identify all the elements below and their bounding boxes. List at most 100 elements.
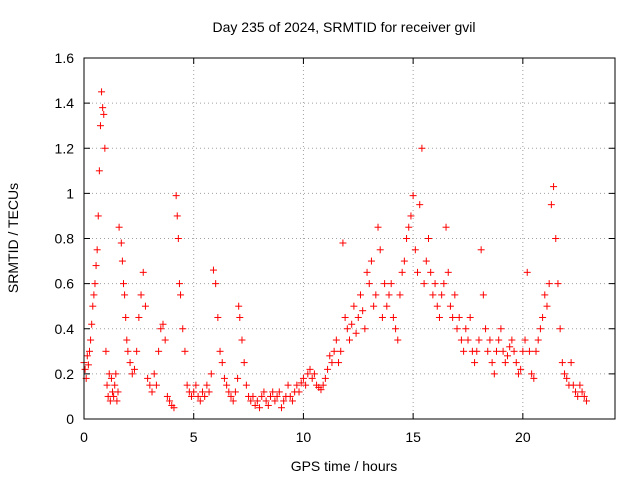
data-point	[214, 313, 222, 321]
data-point	[139, 268, 147, 276]
data-point	[220, 374, 228, 382]
data-point	[541, 291, 549, 299]
data-point	[326, 352, 334, 360]
data-point	[493, 347, 501, 355]
data-point	[346, 336, 353, 344]
data-point	[119, 280, 127, 288]
data-point	[576, 381, 584, 389]
y-tick-label: 0.4	[55, 321, 75, 337]
data-point	[84, 361, 92, 369]
data-point	[536, 325, 544, 333]
data-point	[370, 302, 378, 310]
data-point	[409, 192, 417, 200]
data-point	[482, 325, 490, 333]
data-point	[547, 201, 555, 209]
data-point	[251, 401, 259, 409]
data-point	[519, 347, 527, 355]
data-point	[152, 381, 160, 389]
data-point	[205, 388, 213, 396]
data-point	[438, 291, 446, 299]
data-point	[126, 359, 134, 367]
data-point	[528, 370, 536, 378]
data-point	[381, 280, 389, 288]
data-point	[264, 401, 272, 409]
data-point	[112, 370, 120, 378]
data-points	[80, 88, 590, 412]
data-point	[354, 313, 362, 321]
data-point	[229, 397, 237, 405]
y-tick-label: 0.8	[55, 231, 75, 247]
data-point	[90, 291, 98, 299]
data-point	[473, 347, 481, 355]
data-point	[295, 388, 303, 396]
data-point	[105, 370, 113, 378]
data-point	[258, 392, 266, 400]
data-point	[235, 302, 243, 310]
data-point	[464, 336, 472, 344]
data-point	[117, 239, 125, 247]
data-point	[192, 381, 200, 389]
data-point	[190, 388, 198, 396]
data-point	[231, 388, 239, 396]
data-point	[123, 336, 131, 344]
data-point	[367, 257, 375, 265]
data-point	[201, 392, 209, 400]
data-point	[115, 223, 123, 231]
data-point	[236, 313, 244, 321]
data-point	[350, 302, 358, 310]
data-point	[543, 302, 551, 310]
data-point	[293, 381, 301, 389]
data-point	[107, 374, 115, 382]
data-point	[85, 347, 93, 355]
y-tick-label: 1.6	[55, 50, 75, 66]
data-point	[159, 320, 167, 328]
data-point	[183, 381, 191, 389]
data-point	[462, 325, 470, 333]
data-point	[111, 381, 119, 389]
data-point	[179, 325, 187, 333]
data-point	[411, 246, 419, 254]
data-point	[95, 167, 103, 175]
data-point	[275, 388, 283, 396]
data-point	[484, 347, 492, 355]
data-point	[569, 381, 577, 389]
data-point	[396, 291, 404, 299]
data-point	[475, 336, 483, 344]
data-point	[269, 388, 277, 396]
y-tick-label: 1	[66, 185, 74, 201]
data-point	[96, 122, 104, 130]
data-point	[242, 381, 250, 389]
data-point	[203, 381, 211, 389]
data-point	[552, 235, 560, 242]
data-point	[435, 313, 443, 321]
data-point	[319, 381, 327, 389]
data-point	[530, 374, 538, 382]
data-point	[506, 343, 514, 351]
chart-title: Day 235 of 2024, SRMTID for receiver gvi…	[213, 19, 476, 35]
data-point	[394, 336, 402, 344]
data-point	[130, 365, 138, 373]
data-point	[297, 379, 305, 387]
data-point	[177, 291, 185, 299]
data-point	[352, 329, 360, 337]
data-point	[532, 347, 540, 355]
y-tick-label: 0.6	[55, 276, 75, 292]
data-point	[148, 388, 156, 396]
data-point	[122, 313, 130, 321]
data-point	[477, 246, 485, 254]
data-point	[572, 388, 580, 396]
data-point	[150, 370, 158, 378]
data-point	[286, 392, 294, 400]
data-point	[299, 374, 307, 382]
data-point	[503, 352, 511, 360]
data-point	[157, 325, 165, 333]
data-point	[99, 104, 107, 112]
data-point	[534, 336, 542, 344]
data-point	[302, 381, 310, 389]
data-point	[306, 365, 314, 373]
data-point	[457, 336, 465, 344]
data-point	[455, 313, 463, 321]
data-point	[212, 280, 220, 288]
data-point	[170, 404, 178, 412]
data-point	[514, 370, 522, 378]
